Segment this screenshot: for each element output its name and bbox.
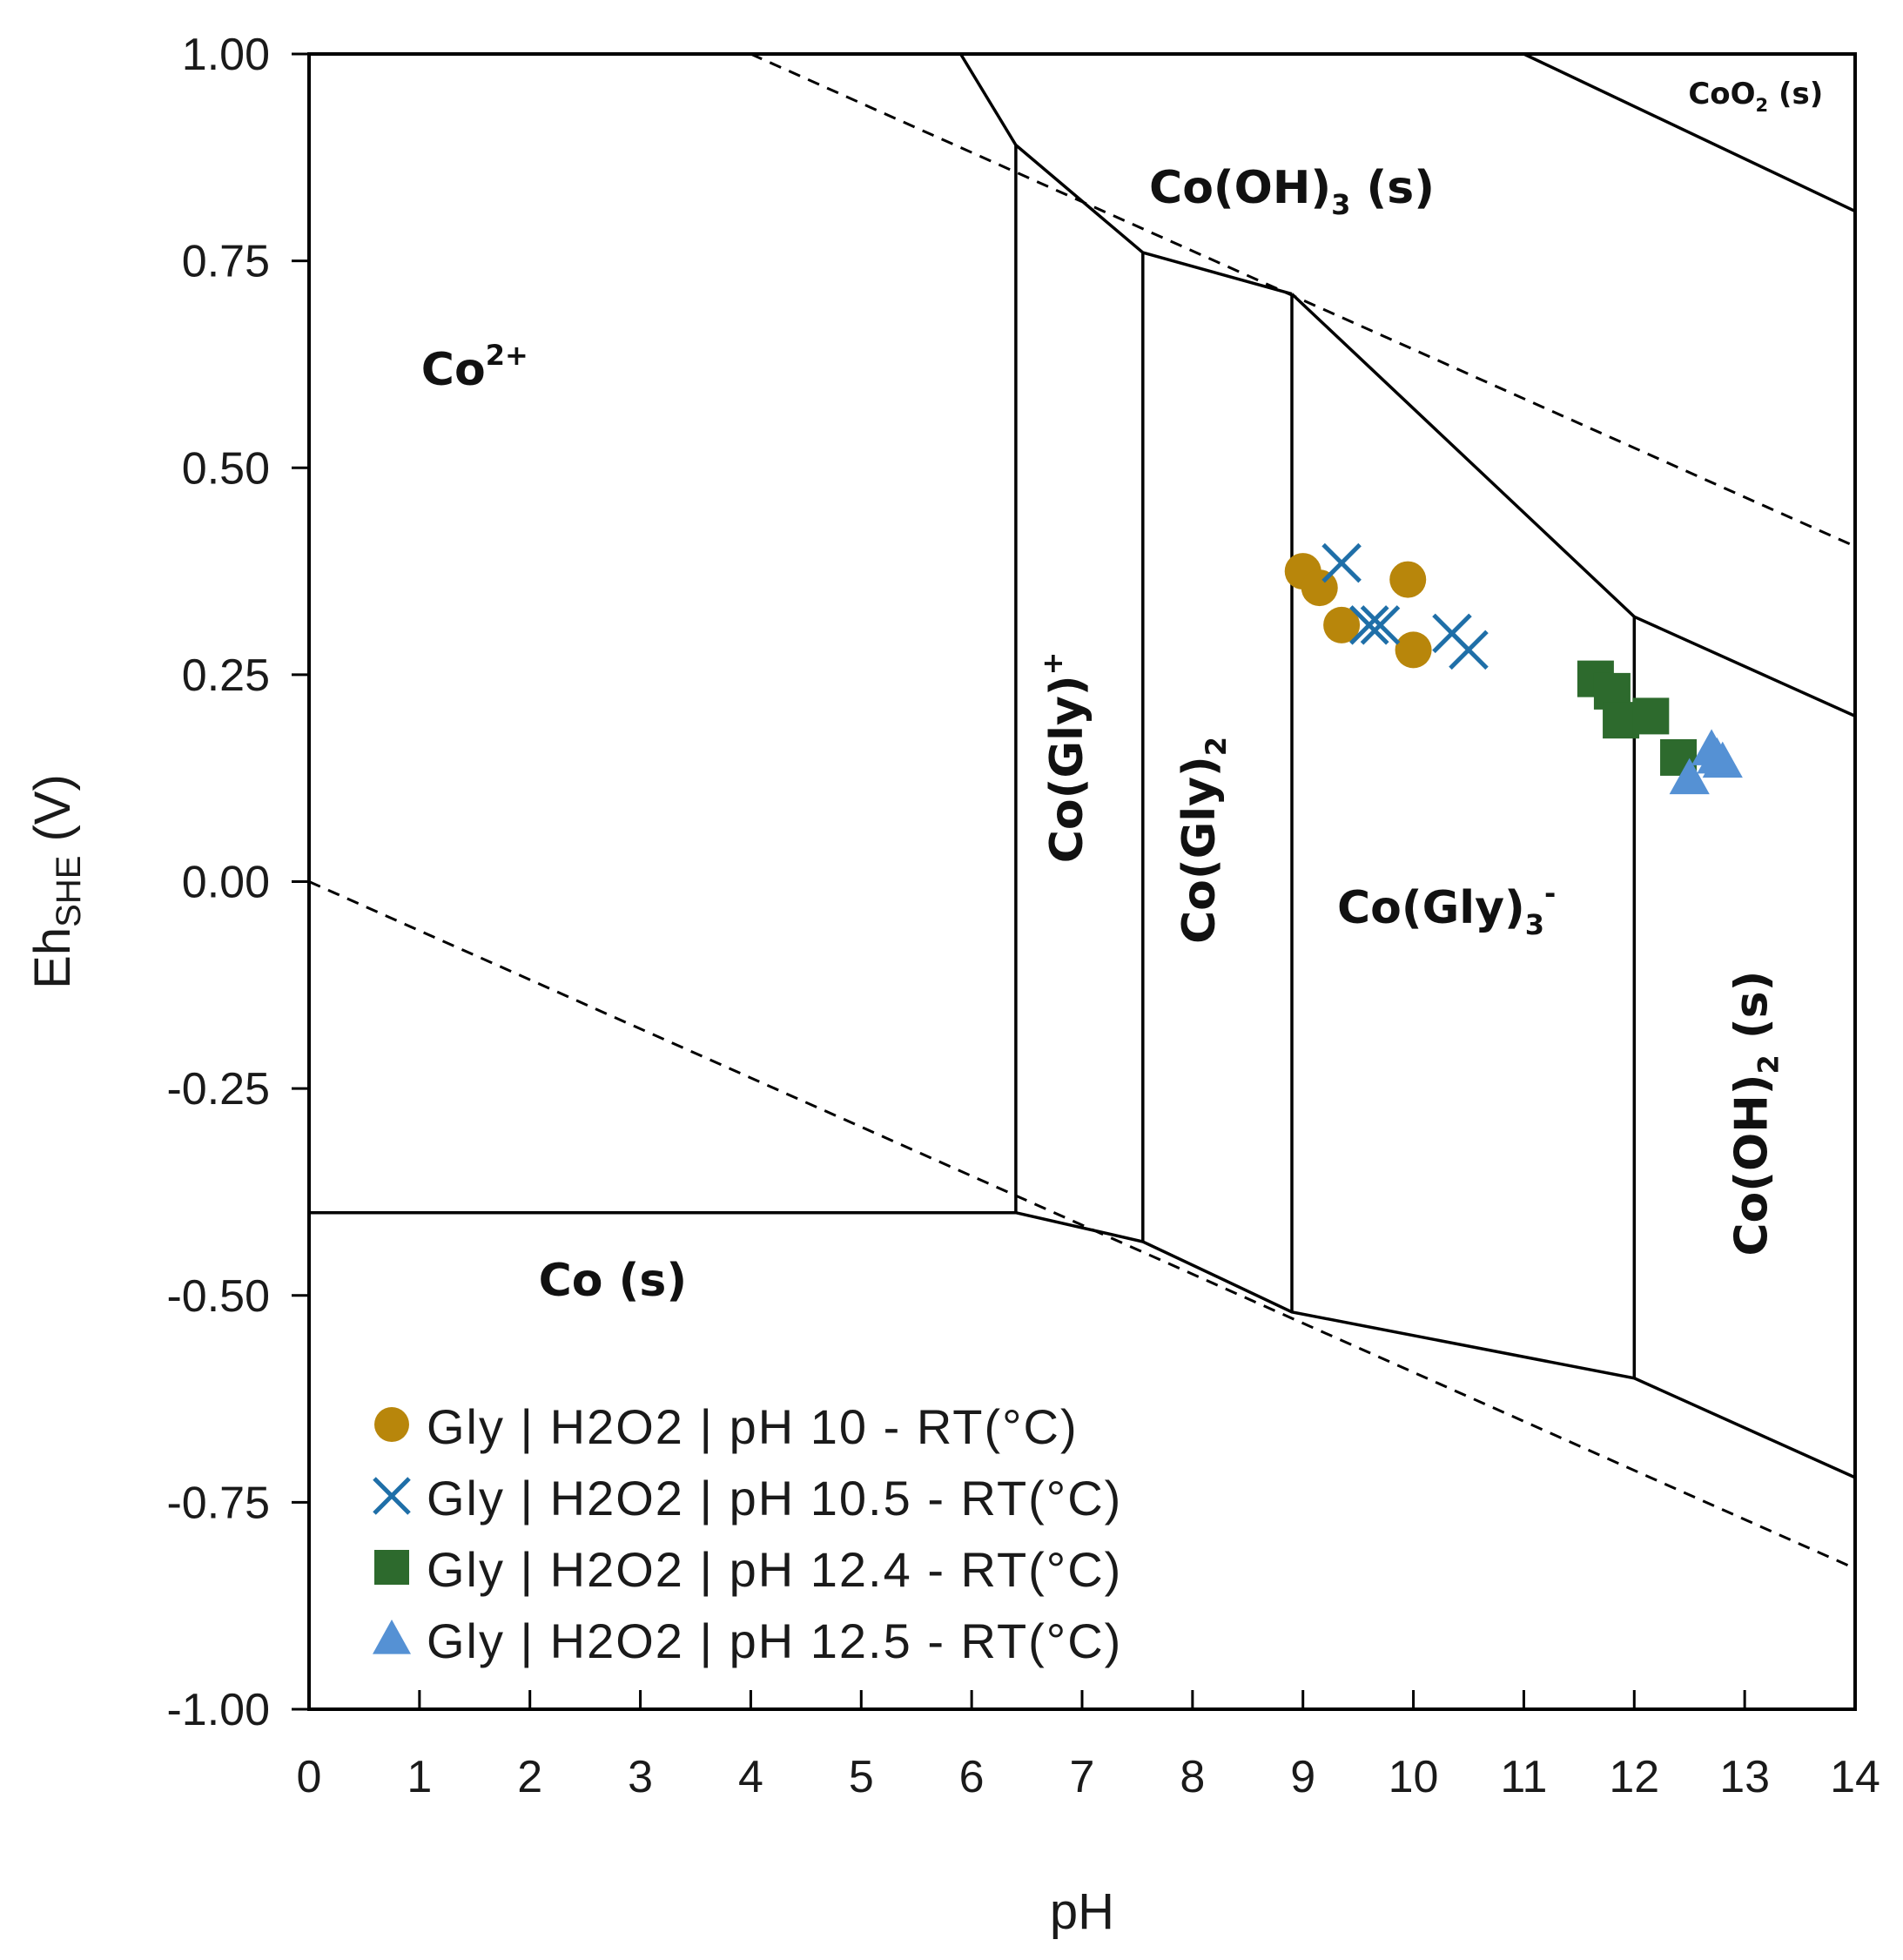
legend-marker-square [374, 1550, 409, 1585]
data-point-circle [1389, 561, 1427, 598]
water-stability-lines [308, 52, 1856, 1570]
region-label-cooh3: Co(OH)3 (s) [1149, 162, 1435, 221]
data-point-x [1321, 542, 1362, 583]
y-tick-label: 1.00 [182, 30, 270, 80]
legend: Gly | H2O2 | pH 10 - RT(°C) Gly | H2O2 | … [373, 1399, 1122, 1668]
legend-label: Gly | H2O2 | pH 12.4 - RT(°C) [427, 1542, 1122, 1597]
y-axis-title-main: Eh [24, 927, 81, 989]
x-tick-label: 7 [1070, 1752, 1095, 1802]
series-4 [1669, 729, 1743, 795]
boundary-co-solid-top [309, 1210, 1856, 1479]
x-tick-label: 12 [1609, 1752, 1659, 1802]
region-labels: Co2+ Co(OH)3 (s) CoO2 (s) Co (s) Co(Gly)+ Co(… [421, 77, 1824, 1307]
oxygen-line [750, 52, 1856, 548]
region-label-coo2: CoO2 (s) [1688, 77, 1823, 116]
legend-marker-x [373, 1477, 411, 1515]
y-axis-title: EhSHE (V) [24, 774, 88, 989]
region-label-cooh2: Co(OH)2 (s) [1726, 971, 1785, 1256]
x-tick-label: 6 [959, 1752, 985, 1802]
legend-entry-2: Gly | H2O2 | pH 10.5 - RT(°C) [373, 1471, 1122, 1526]
boundary-cooh3-coo2 [1523, 52, 1856, 213]
y-tick-label: -0.75 [166, 1478, 270, 1528]
region-label-coGly-plus: Co(Gly)+ [1036, 652, 1093, 864]
boundary-co2plus-cooh3 [959, 53, 1293, 296]
x-tick-label: 4 [738, 1752, 763, 1802]
x-axis-title: pH [1050, 1883, 1114, 1940]
x-tick-label: 2 [517, 1752, 542, 1802]
region-label-coGly2: Co(Gly)2 [1173, 737, 1233, 944]
legend-marker-triangle [373, 1620, 411, 1654]
legend-label: Gly | H2O2 | pH 12.5 - RT(°C) [427, 1613, 1122, 1668]
y-tick-label: -0.50 [166, 1271, 270, 1322]
y-tick-label: 0.75 [182, 237, 270, 287]
x-tick-label: 0 [297, 1752, 322, 1802]
y-tick-label: 0.00 [182, 858, 270, 908]
y-tick-label: 0.25 [182, 650, 270, 701]
data-point-circle [1395, 631, 1432, 669]
x-tick-label: 10 [1389, 1752, 1439, 1802]
y-axis-title-sub: SHE [50, 856, 88, 927]
x-tick-label: 8 [1180, 1752, 1205, 1802]
data-point-x [1360, 605, 1401, 645]
x-tick-label: 13 [1719, 1752, 1770, 1802]
x-tick-label: 9 [1290, 1752, 1315, 1802]
phase-boundaries [309, 52, 1856, 1479]
data-point-triangle [1669, 758, 1710, 795]
y-axis-title-unit: (V) [24, 774, 81, 855]
x-tick-label: 5 [849, 1752, 874, 1802]
data-point-triangle [1697, 737, 1738, 774]
series-1 [1284, 553, 1432, 669]
legend-entry-4: Gly | H2O2 | pH 12.5 - RT(°C) [373, 1613, 1122, 1668]
legend-label: Gly | H2O2 | pH 10 - RT(°C) [427, 1399, 1079, 1454]
x-tick-label: 14 [1830, 1752, 1880, 1802]
region-label-co2plus: Co2+ [421, 339, 528, 396]
y-tick-label: 0.50 [182, 443, 270, 494]
legend-entry-3: Gly | H2O2 | pH 12.4 - RT(°C) [374, 1542, 1122, 1597]
x-tick-label: 3 [628, 1752, 653, 1802]
x-tick-label: 11 [1500, 1752, 1547, 1802]
legend-entry-1: Gly | H2O2 | pH 10 - RT(°C) [374, 1399, 1079, 1454]
y-tick-label: -1.00 [166, 1685, 270, 1735]
data-point-x [1449, 630, 1489, 670]
region-label-coGly3-minus: Co(Gly)3- [1337, 877, 1556, 941]
y-tick-label: -0.25 [166, 1064, 270, 1115]
data-point-square [1632, 697, 1670, 735]
axis-ticks: 0 1 2 3 4 5 6 7 8 9 10 11 12 13 141.000.750.500.250.00… [166, 30, 1879, 1802]
region-label-co-solid: Co (s) [539, 1255, 687, 1307]
legend-marker-circle [374, 1407, 409, 1442]
x-tick-label: 1 [407, 1752, 432, 1802]
series-2 [1321, 542, 1489, 670]
data-point-x [1349, 605, 1389, 645]
data-point-circle [1323, 606, 1361, 643]
legend-label: Gly | H2O2 | pH 10.5 - RT(°C) [427, 1471, 1122, 1526]
hydrogen-line [308, 880, 1856, 1570]
data-series [1284, 542, 1743, 795]
